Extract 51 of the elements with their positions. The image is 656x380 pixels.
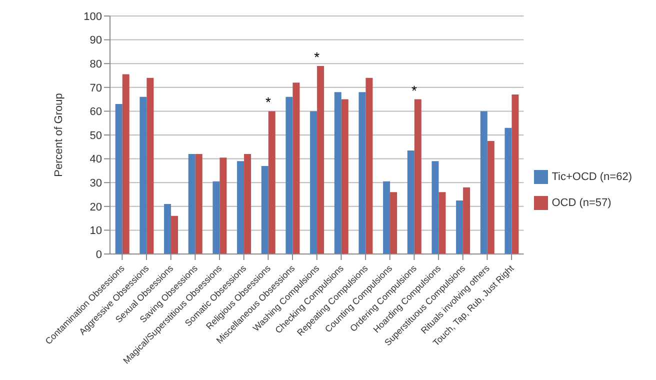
y-axis-title: Percent of Group	[52, 93, 65, 177]
bar	[512, 94, 519, 254]
y-tick-label: 100	[84, 10, 102, 23]
y-tick-label: 90	[90, 34, 102, 47]
annotation: *	[411, 82, 418, 98]
bar	[480, 111, 488, 254]
y-tick-label: 40	[90, 154, 102, 166]
bar	[220, 158, 227, 254]
bar	[292, 82, 300, 254]
bar	[358, 92, 366, 254]
bar	[286, 96, 293, 254]
bar	[414, 99, 422, 254]
bar	[171, 216, 178, 254]
bar	[122, 74, 130, 254]
bar	[432, 161, 439, 254]
legend-label: OCD (n=57)	[552, 197, 612, 209]
bar	[390, 192, 398, 254]
y-tick-label: 0	[96, 248, 102, 261]
bar	[504, 128, 512, 254]
bar	[407, 150, 414, 254]
bar	[188, 154, 196, 254]
bar	[261, 166, 268, 254]
bar	[212, 181, 220, 254]
bar	[310, 111, 318, 254]
bar	[487, 140, 494, 254]
bar	[164, 204, 172, 254]
y-tick-label: 80	[90, 58, 102, 71]
annotation: *	[314, 48, 320, 65]
bar	[146, 78, 154, 254]
bar	[268, 111, 276, 254]
y-tick-label: 50	[90, 130, 102, 142]
bar	[195, 154, 202, 254]
y-tick-label: 20	[90, 201, 102, 214]
bar	[366, 78, 373, 254]
annotation: *	[265, 94, 272, 110]
y-tick-label: 60	[90, 106, 102, 118]
bar	[237, 161, 244, 254]
bar	[244, 154, 252, 254]
y-tick-label: 70	[90, 82, 102, 94]
bar	[140, 96, 147, 254]
y-tick-label: 10	[90, 225, 102, 238]
bar	[334, 92, 342, 254]
bar	[317, 66, 324, 254]
legend-label: Tic+OCD (n=62)	[552, 171, 632, 183]
bar	[383, 181, 390, 254]
bar	[115, 104, 122, 254]
bar	[438, 192, 446, 254]
bar	[463, 187, 470, 254]
y-tick-label: 30	[90, 178, 102, 190]
bar	[341, 99, 348, 254]
bar	[456, 200, 464, 254]
